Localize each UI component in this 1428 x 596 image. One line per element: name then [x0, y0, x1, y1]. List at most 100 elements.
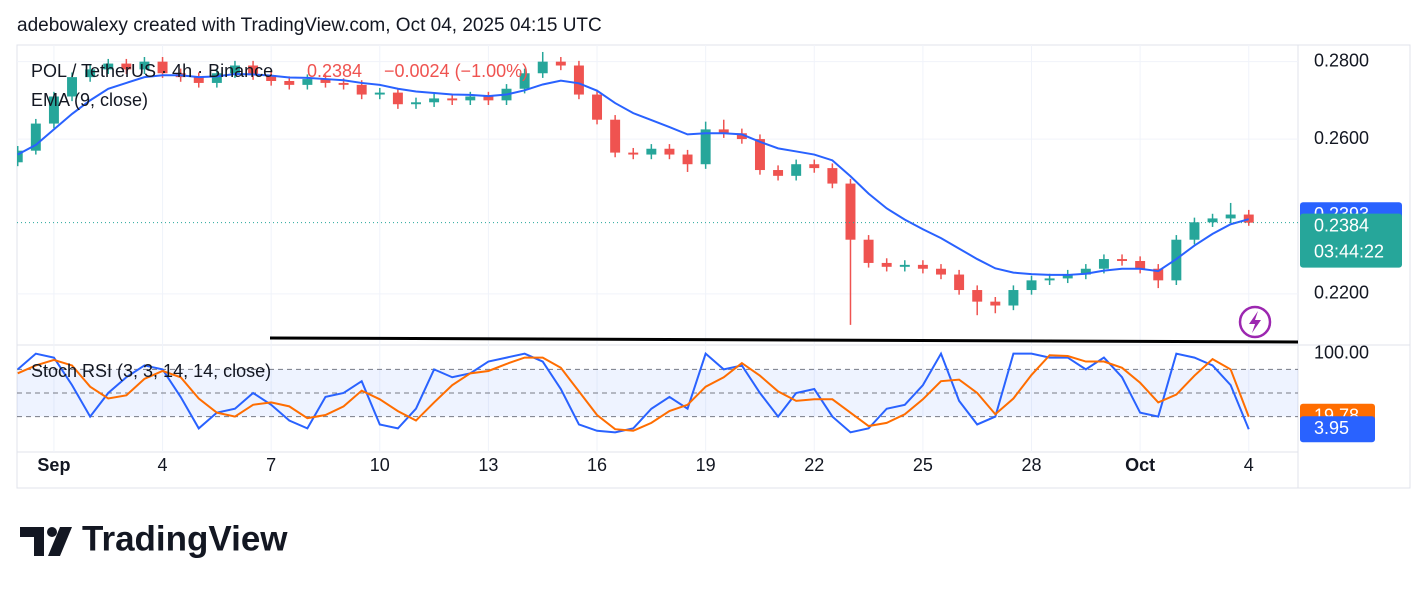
symbol-title: POL / TetherUS · 4h · Binance — [31, 61, 273, 81]
x-tick-label: 28 — [1022, 455, 1042, 475]
candle-body — [917, 264, 928, 269]
candle-body — [682, 154, 693, 165]
candle-body — [573, 65, 584, 95]
candle-body — [646, 148, 657, 155]
candle-body — [1080, 268, 1091, 275]
candle-body — [483, 96, 494, 101]
candle-body — [592, 94, 603, 120]
candle-body — [1207, 218, 1218, 223]
oscillator-line — [17, 351, 1250, 434]
candle-body — [664, 148, 675, 155]
candle-body — [1044, 278, 1055, 281]
oscillator-line — [17, 354, 1250, 432]
candle-body — [48, 96, 59, 124]
candle-body — [773, 170, 784, 176]
candle-body — [411, 102, 421, 105]
x-tick-label: 19 — [696, 455, 716, 475]
candle-body — [1098, 259, 1109, 269]
candle-body — [700, 129, 711, 165]
logo-mark — [48, 527, 72, 556]
candle-body — [1153, 268, 1164, 281]
candle-body — [990, 301, 1001, 306]
x-tick-label: 7 — [266, 455, 276, 475]
alert-bolt — [1249, 311, 1261, 333]
x-tick-label: 13 — [478, 455, 498, 475]
logo-text: TradingView — [82, 519, 288, 558]
ema-legend: EMA (9, close) — [31, 90, 148, 110]
candle-body — [1008, 290, 1019, 306]
last-change: −0.0024 (−1.00%) — [384, 61, 528, 81]
candle-body — [320, 79, 331, 83]
logo: TradingView — [20, 519, 288, 558]
x-tick-label: Sep — [37, 455, 70, 475]
trend-line — [269, 336, 1299, 344]
candle-body — [157, 61, 168, 74]
candle-body — [429, 98, 440, 103]
x-tick-label: 25 — [913, 455, 933, 475]
x-tick-label: 16 — [587, 455, 607, 475]
candle-body — [85, 69, 96, 78]
candle-body — [809, 164, 820, 169]
candle-body — [537, 61, 548, 74]
y-tick-label: 0.2200 — [1314, 283, 1369, 303]
candle-body — [30, 123, 41, 151]
candle-body — [229, 65, 240, 74]
candle-body — [1243, 214, 1254, 223]
candle-body — [67, 77, 78, 97]
last-price: 0.2384 — [307, 61, 362, 81]
logo-mark — [20, 527, 44, 556]
x-tick-label: 22 — [804, 455, 824, 475]
candle-body — [1117, 259, 1128, 261]
oscillator-badge: 3.95 — [1314, 418, 1349, 438]
candle-body — [193, 77, 204, 83]
candle-body — [954, 274, 965, 291]
candle-body — [628, 152, 639, 155]
oscillator-badge-bg — [1300, 416, 1375, 443]
logo-mark — [47, 527, 57, 537]
x-tick-label: 4 — [158, 455, 168, 475]
candle-body — [936, 268, 946, 275]
candle-body — [610, 119, 621, 153]
candle-body — [881, 262, 892, 267]
x-tick-label: 10 — [370, 455, 390, 475]
candle-body — [899, 264, 910, 267]
candle-body — [736, 133, 747, 140]
candle-body — [392, 92, 403, 105]
attribution: adebowalexy created with TradingView.com… — [17, 15, 602, 36]
y-tick-label: 0.2600 — [1314, 128, 1369, 148]
chart-frame — [16, 44, 1411, 489]
candle-body — [338, 82, 349, 85]
oscillator-title: Stoch RSI (3, 3, 14, 14, close) — [31, 361, 271, 381]
candle-body — [827, 168, 838, 184]
candle-body — [972, 290, 983, 302]
y-tick-label: 100.00 — [1314, 342, 1369, 362]
candle-body — [302, 79, 313, 85]
candle-body — [1225, 214, 1236, 219]
axes: Sep 4 7 10 13 16 19 22 25 28 Oct 4 0.2200 0.2600 0.280… — [37, 50, 1402, 475]
candle-body — [211, 73, 222, 83]
candle-body — [1026, 280, 1037, 291]
candle-body — [1189, 222, 1200, 240]
candle-body — [791, 164, 802, 176]
candle-body — [447, 98, 458, 101]
candle-body — [754, 139, 765, 171]
candle-body — [284, 81, 295, 85]
candle-body — [17, 150, 23, 163]
price-panel — [17, 45, 1298, 345]
price-badge-bg — [1300, 213, 1402, 268]
candle-body — [1062, 274, 1073, 279]
candle-body — [845, 183, 856, 240]
candle-body — [266, 75, 277, 81]
candle-body — [863, 239, 874, 263]
candle-body — [139, 61, 150, 70]
x-tick-label: 4 — [1244, 455, 1254, 475]
candle-body — [1135, 261, 1146, 269]
x-tick-label: Oct — [1125, 455, 1155, 475]
candle-body — [465, 96, 476, 101]
candle-body — [374, 92, 385, 95]
price-badge: 0.2384 — [1314, 215, 1369, 235]
ema-line — [17, 73, 1250, 276]
oscillator-panel — [17, 345, 1298, 452]
countdown: 03:44:22 — [1314, 241, 1384, 261]
